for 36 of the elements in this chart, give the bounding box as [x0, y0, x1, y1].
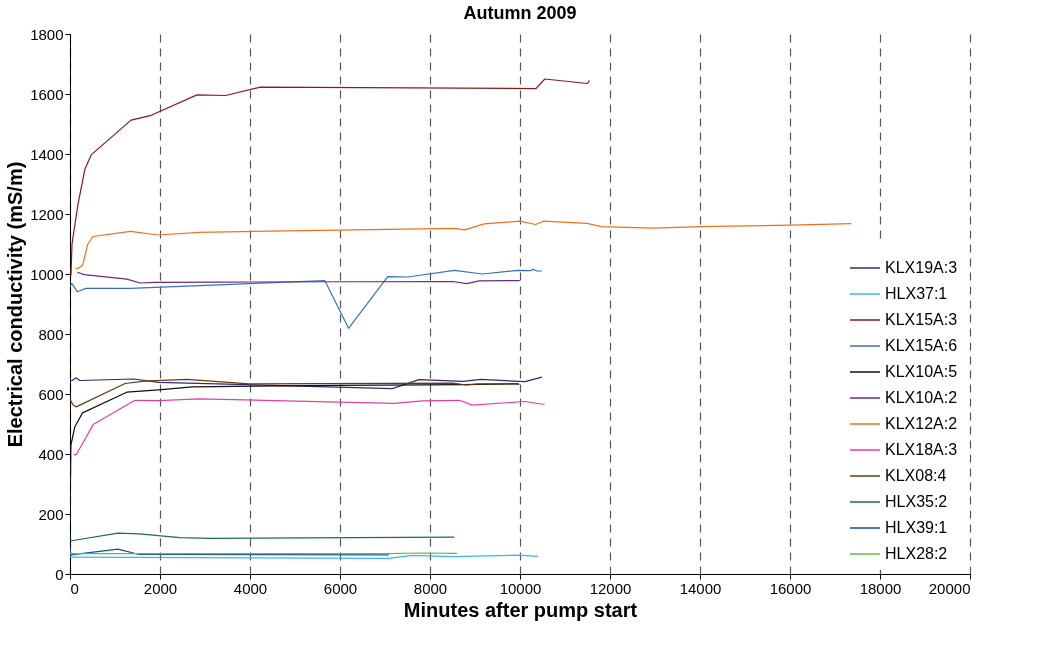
x-tick-label: 10000	[499, 579, 542, 597]
y-tick-label: 200	[38, 505, 64, 523]
legend-label: KLX18A:3	[885, 441, 958, 458]
legend-label: KLX10A:2	[885, 389, 958, 406]
legend-label: HLX35:2	[885, 493, 948, 510]
y-tick-label: 400	[38, 445, 64, 463]
y-tick-label: 1800	[30, 25, 64, 43]
legend-label: KLX12A:2	[885, 415, 958, 432]
x-tick-label: 0	[70, 579, 79, 597]
y-tick-label: 800	[38, 325, 64, 343]
x-tick-label: 4000	[233, 579, 268, 597]
x-tick-label: 6000	[323, 579, 358, 597]
legend-label: KLX15A:3	[885, 311, 958, 328]
legend-label: KLX19A:3	[885, 259, 958, 276]
y-axis-title: Electrical conductivity (mS/m)	[4, 161, 27, 448]
x-tick-label: 12000	[589, 579, 632, 597]
chart-title: Autumn 2009	[463, 3, 577, 23]
y-tick-label: 600	[38, 385, 64, 403]
y-tick-label: 1000	[30, 265, 64, 283]
legend-label: HLX37:1	[885, 285, 948, 302]
x-tick-label: 18000	[859, 579, 902, 597]
x-tick-label: 2000	[143, 579, 178, 597]
legend-label: KLX08:4	[885, 467, 947, 484]
y-tick-label: 1400	[30, 145, 64, 163]
y-tick-label: 1200	[30, 205, 64, 223]
x-tick-label: 8000	[413, 579, 448, 597]
y-tick-label: 1600	[30, 85, 64, 103]
legend-label: HLX39:1	[885, 519, 948, 536]
y-tick-label: 0	[55, 565, 64, 583]
legend-label: KLX10A:5	[885, 363, 958, 380]
x-tick-label: 16000	[769, 579, 812, 597]
x-tick-label: 14000	[679, 579, 722, 597]
x-axis-title: Minutes after pump start	[403, 598, 638, 621]
legend-label: HLX28:2	[885, 545, 948, 562]
x-tick-label: 20000	[928, 579, 971, 597]
legend-label: KLX15A:6	[885, 337, 958, 354]
